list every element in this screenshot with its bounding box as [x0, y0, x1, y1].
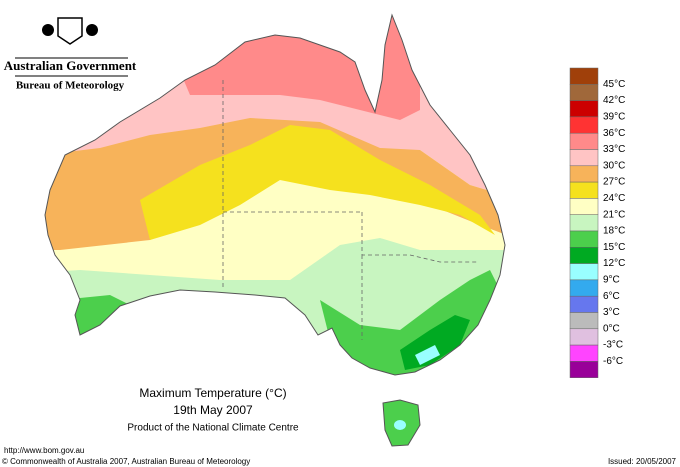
- legend-label: 15°C: [603, 242, 625, 253]
- legend-label: 33°C: [603, 144, 625, 155]
- legend-label: 36°C: [603, 128, 625, 139]
- legend-swatch: [569, 344, 599, 362]
- legend-label: 0°C: [603, 323, 620, 334]
- legend-swatch: [569, 263, 599, 281]
- logo: [15, 17, 128, 77]
- map-product: Product of the National Climate Centre: [127, 423, 299, 434]
- legend-swatch: [569, 361, 599, 378]
- legend-swatch: [569, 149, 599, 167]
- legend-label: 12°C: [603, 258, 625, 269]
- footer-url: http://www.bom.gov.au: [4, 446, 84, 455]
- footer-copyright: © Commonwealth of Australia 2007, Austra…: [2, 457, 250, 466]
- legend-swatch: [569, 214, 599, 232]
- legend-label: 6°C: [603, 291, 620, 302]
- legend-swatch: [569, 84, 599, 101]
- legend-swatch: [569, 198, 599, 215]
- legend-label: -3°C: [603, 340, 623, 351]
- legend-swatch: [569, 279, 599, 297]
- legend-label: 3°C: [603, 307, 620, 318]
- legend-swatch: [569, 247, 599, 264]
- legend-label: 21°C: [603, 209, 625, 220]
- legend-label: 27°C: [603, 177, 625, 188]
- legend-swatch: [569, 295, 599, 313]
- map-date: 19th May 2007: [173, 403, 253, 417]
- legend: 45°C 42°C 39°C 36°C 33°C 30°C 27°C 24°C 21°C 18°C…: [569, 67, 625, 378]
- agency-name: Australian Government: [4, 58, 137, 73]
- legend-label: 39°C: [603, 112, 625, 123]
- map-title: Maximum Temperature (°C): [139, 386, 286, 400]
- legend-swatch: [569, 230, 599, 248]
- bureau-name: Bureau of Meteorology: [16, 80, 125, 92]
- legend-swatch: [569, 312, 599, 330]
- legend-swatch: [569, 132, 599, 150]
- legend-label: 24°C: [603, 193, 625, 204]
- legend-swatch: [569, 67, 599, 85]
- legend-label: 9°C: [603, 275, 620, 286]
- legend-swatch: [569, 165, 599, 183]
- legend-swatch: [569, 100, 599, 118]
- legend-swatch: [569, 328, 599, 346]
- legend-label: 42°C: [603, 95, 625, 106]
- legend-label: -6°C: [603, 356, 623, 367]
- legend-label: 18°C: [603, 226, 625, 237]
- legend-label: 30°C: [603, 160, 625, 171]
- legend-swatch: [569, 116, 599, 134]
- legend-swatch: [569, 181, 599, 199]
- footer-issued: Issued: 20/05/2007: [608, 457, 677, 466]
- legend-label: 45°C: [603, 79, 625, 90]
